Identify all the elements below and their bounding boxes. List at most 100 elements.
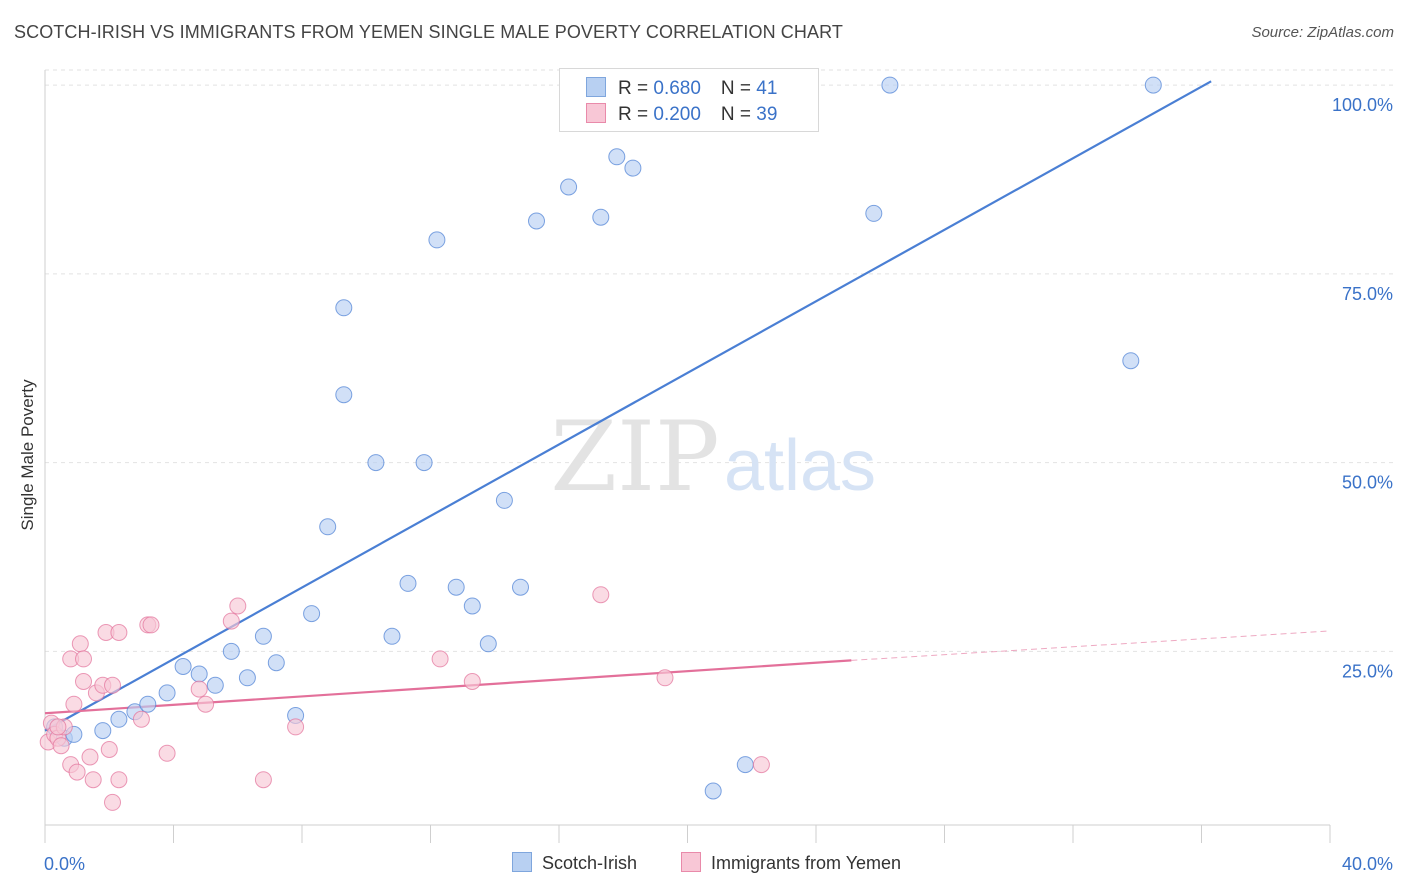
data-point xyxy=(142,616,160,634)
data-point xyxy=(238,669,256,687)
data-point xyxy=(206,676,224,694)
data-point xyxy=(463,673,481,690)
watermark: ZIP atlas xyxy=(550,401,876,513)
data-point xyxy=(319,518,337,536)
data-point xyxy=(1144,76,1162,94)
data-point xyxy=(303,605,321,623)
data-point xyxy=(222,642,240,660)
data-point xyxy=(197,695,215,713)
data-point xyxy=(592,208,610,226)
data-point xyxy=(139,695,157,713)
data-point xyxy=(704,782,722,800)
data-point xyxy=(479,635,497,653)
data-point xyxy=(254,771,272,789)
data-point xyxy=(267,654,285,672)
data-point xyxy=(94,722,112,740)
data-point xyxy=(104,793,121,811)
bottom-legend-yemen: Immigrants from Yemen xyxy=(681,852,901,874)
data-point xyxy=(415,454,433,472)
data-point xyxy=(174,658,192,675)
data-point xyxy=(110,624,128,641)
data-point xyxy=(52,737,70,755)
data-point xyxy=(335,386,353,404)
data-point xyxy=(399,574,417,592)
data-point xyxy=(528,212,545,230)
r-value: 0.200 xyxy=(653,104,701,125)
watermark-zip: ZIP xyxy=(550,401,719,513)
data-point xyxy=(81,748,99,766)
trend-line-yemen xyxy=(44,659,852,715)
series-scotch-irish xyxy=(46,76,1162,800)
trend-line-scotch-irish xyxy=(44,80,1212,732)
data-point xyxy=(428,231,446,249)
stats-legend: R = 0.680 N = 41 R = 0.200 N = 39 xyxy=(559,68,819,132)
data-point xyxy=(158,744,176,762)
data-points xyxy=(39,76,1162,811)
data-point xyxy=(71,635,89,653)
data-point xyxy=(560,178,578,196)
data-point xyxy=(75,650,92,668)
data-point xyxy=(110,710,128,728)
y-tick-label: 75.0% xyxy=(1342,284,1393,304)
axes xyxy=(44,70,1331,843)
r-value: 0.680 xyxy=(653,78,701,99)
y-tick-label: 25.0% xyxy=(1342,661,1393,681)
data-point xyxy=(865,204,883,222)
data-point xyxy=(222,612,240,630)
data-point xyxy=(132,710,150,728)
data-point xyxy=(736,756,754,774)
data-point xyxy=(367,454,385,472)
data-point xyxy=(431,650,449,668)
data-point xyxy=(752,756,770,774)
n-value: 39 xyxy=(756,104,778,125)
data-point xyxy=(512,578,529,596)
data-point xyxy=(158,684,176,702)
legend-swatch-scotch-irish xyxy=(586,77,606,97)
data-point xyxy=(100,741,118,758)
data-point xyxy=(104,676,121,694)
data-point xyxy=(287,718,305,736)
data-point xyxy=(656,669,674,687)
data-point xyxy=(190,665,208,683)
bottom-swatch-yemen xyxy=(681,852,701,872)
legend-row-scotch-irish: R = 0.680 N = 41 xyxy=(586,77,777,101)
trend-lines xyxy=(44,80,1331,732)
legend-swatch-yemen xyxy=(586,103,606,123)
data-point xyxy=(335,299,353,317)
bottom-legend-scotch-irish: Scotch-Irish xyxy=(512,852,637,874)
y-axis-label: Single Male Poverty xyxy=(18,379,37,531)
data-point xyxy=(463,597,481,615)
x-tick-label-min: 0.0% xyxy=(44,854,85,874)
bottom-swatch-scotch-irish xyxy=(512,852,532,872)
chart-source: Source: ZipAtlas.com xyxy=(1251,24,1394,41)
watermark-atlas: atlas xyxy=(724,426,876,506)
data-point xyxy=(254,627,272,645)
n-value: 41 xyxy=(756,78,778,99)
series-yemen xyxy=(39,586,770,811)
data-point xyxy=(592,586,610,604)
data-point xyxy=(608,148,626,166)
data-point xyxy=(495,491,513,509)
grid-lines xyxy=(45,69,1395,652)
data-point xyxy=(447,578,465,596)
tick-labels: 25.0% 50.0% 75.0% 100.0% 0.0% 40.0% xyxy=(44,95,1393,874)
trend-line-extension xyxy=(851,630,1331,661)
data-point xyxy=(84,771,102,789)
data-point xyxy=(75,673,92,690)
legend-row-yemen: R = 0.200 N = 39 xyxy=(586,103,777,127)
data-point xyxy=(49,718,67,736)
data-point xyxy=(1122,352,1140,370)
data-point xyxy=(881,76,899,94)
data-point xyxy=(65,695,83,713)
chart-title: SCOTCH-IRISH VS IMMIGRANTS FROM YEMEN SI… xyxy=(14,22,843,42)
x-tick-label-max: 40.0% xyxy=(1342,854,1393,874)
data-point xyxy=(624,159,642,177)
data-point xyxy=(229,597,247,615)
data-point xyxy=(190,680,208,698)
data-point xyxy=(110,771,128,789)
data-point xyxy=(68,763,86,781)
y-tick-label: 50.0% xyxy=(1342,473,1393,493)
y-tick-label: 100.0% xyxy=(1332,95,1393,115)
data-point xyxy=(383,627,401,645)
